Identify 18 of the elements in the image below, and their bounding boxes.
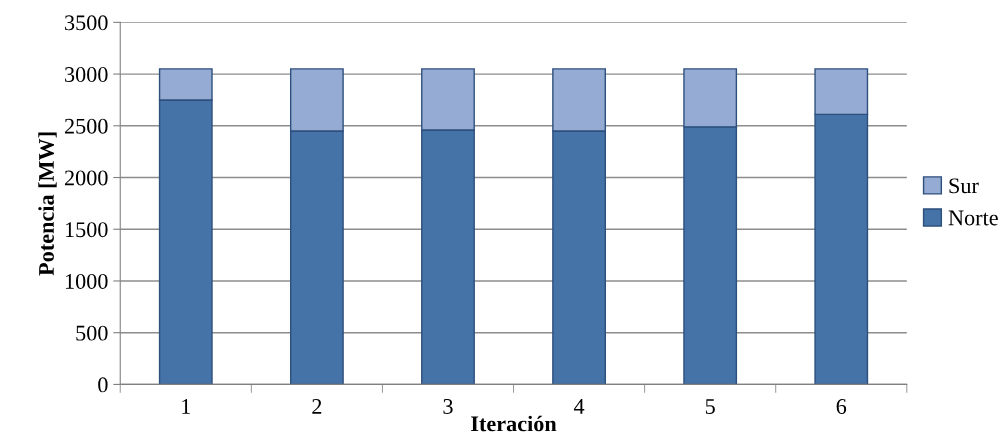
- x-axis-title: Iteración: [471, 415, 557, 432]
- x-tick-label: 1: [182, 399, 191, 414]
- y-tick-label: 2000: [64, 170, 108, 186]
- x-tick-label: 6: [836, 399, 847, 414]
- y-axis-title: Potencia [MW]: [38, 132, 57, 276]
- y-tick-label: 3000: [65, 67, 108, 82]
- y-tick-label: 0: [98, 377, 108, 393]
- y-tick-label: 2500: [64, 118, 108, 134]
- y-tick-label: 1500: [65, 222, 108, 238]
- legend-label: Norte: [948, 210, 998, 226]
- y-tick-label: 500: [76, 325, 108, 341]
- legend-label: Sur: [949, 178, 979, 194]
- y-tick-label: 3500: [65, 15, 108, 31]
- x-tick-label: 3: [443, 399, 453, 414]
- x-tick-label: 5: [705, 399, 715, 414]
- x-tick-label: 2: [312, 399, 322, 414]
- y-tick-label: 1000: [65, 273, 108, 289]
- x-tick-label: 4: [573, 399, 585, 414]
